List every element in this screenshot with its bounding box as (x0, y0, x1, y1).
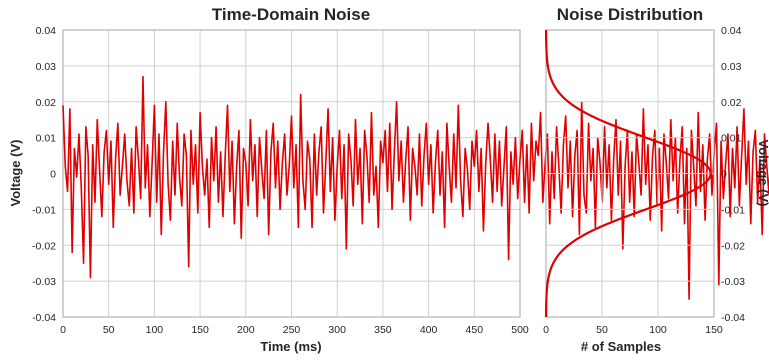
distribution-title: Noise Distribution (557, 5, 703, 24)
distribution-curve (544, 29, 712, 318)
time-domain-y-tick-label: 0.03 (36, 61, 57, 73)
time-domain-chart: Time-Domain Noise 0.04 0.03 0.02 0.01 0 -0.01… (8, 5, 769, 354)
distribution-chart: Noise Distribution 0.04 0.03 0.02 0.01 0 -0.0… (543, 5, 769, 354)
time-domain-y-tick-label: 0 (50, 169, 56, 181)
distribution-y-tick-label: 0 (721, 169, 727, 181)
distribution-x-tick-label: 150 (705, 324, 723, 336)
distribution-plot-frame (545, 29, 715, 318)
distribution-x-tick-label: 50 (596, 324, 608, 336)
distribution-y-tick-label: 0.04 (721, 25, 742, 37)
time-domain-x-tick-label: 350 (374, 324, 392, 336)
distribution-x-tick-label: 100 (649, 324, 667, 336)
time-domain-grid (62, 29, 521, 318)
time-domain-x-axis-label: Time (ms) (260, 339, 321, 354)
time-domain-x-tick-label: 250 (283, 324, 301, 336)
time-domain-x-tick-label: 50 (103, 324, 115, 336)
time-domain-plot-frame (62, 29, 521, 318)
distribution-y-tick-label: -0.04 (721, 312, 745, 324)
distribution-y-tick-label: 0.03 (721, 61, 742, 73)
time-domain-title: Time-Domain Noise (212, 5, 370, 24)
time-domain-x-tick-label: 150 (191, 324, 209, 336)
time-domain-y-ticks: 0.04 0.03 0.02 0.01 0 -0.01 -0.02 -0.03 -0.04 (32, 25, 56, 324)
time-domain-series-line (62, 75, 769, 300)
time-domain-y-tick-label: -0.03 (32, 276, 56, 288)
distribution-x-tick-label: 0 (543, 324, 549, 336)
time-domain-x-tick-label: 0 (60, 324, 66, 336)
distribution-x-ticks: 0 50 100 150 (543, 324, 723, 336)
time-domain-x-tick-label: 400 (420, 324, 438, 336)
distribution-y-tick-label: 0.01 (721, 133, 742, 145)
time-domain-y-tick-label: -0.02 (32, 240, 56, 252)
distribution-y-tick-label: 0.02 (721, 97, 742, 109)
distribution-y-axis-label: Voltage (V) (756, 140, 769, 207)
time-domain-x-tick-label: 450 (466, 324, 484, 336)
time-domain-y-tick-label: 0.01 (36, 133, 57, 145)
time-domain-x-tick-label: 500 (511, 324, 529, 336)
time-domain-x-tick-label: 200 (237, 324, 255, 336)
time-domain-x-tick-label: 100 (146, 324, 164, 336)
distribution-y-ticks: 0.04 0.03 0.02 0.01 0 -0.01 -0.02 -0.03 -0.04 (721, 25, 745, 324)
distribution-y-tick-label: -0.01 (721, 204, 745, 216)
time-domain-y-tick-label: 0.02 (36, 97, 57, 109)
time-domain-y-tick-label: -0.01 (32, 204, 56, 216)
time-domain-y-axis-label: Voltage (V) (8, 140, 23, 207)
time-domain-y-tick-label: 0.04 (36, 25, 57, 37)
time-domain-x-tick-label: 300 (328, 324, 346, 336)
distribution-x-axis-label: # of Samples (581, 339, 661, 354)
distribution-y-tick-label: -0.02 (721, 240, 745, 252)
distribution-y-tick-label: -0.03 (721, 276, 745, 288)
time-domain-y-tick-label: -0.04 (32, 312, 56, 324)
time-domain-x-ticks: 0 50 100 150 200 250 300 350 400 450 500 (60, 324, 529, 336)
